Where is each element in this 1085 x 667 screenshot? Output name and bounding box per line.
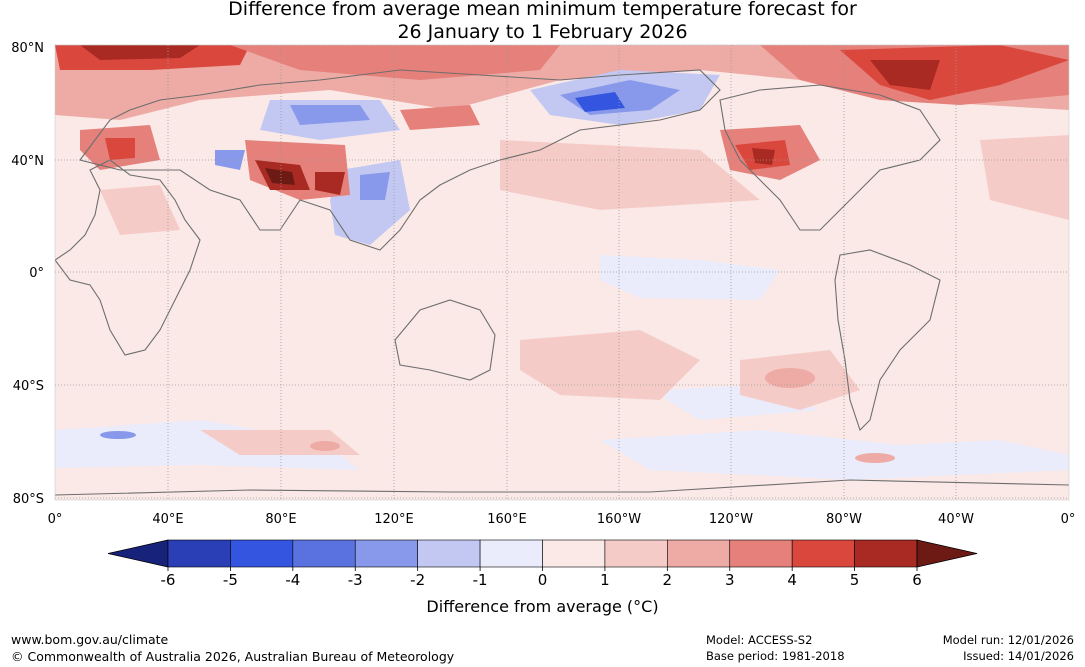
anomaly-patch-southern-ocean-blue-2 [600, 430, 1069, 480]
colorbar-segment [354, 539, 418, 568]
footer-base-period: Base period: 1981-2018 [706, 649, 845, 663]
colorbar-tick-label: 0 [538, 571, 548, 589]
footer-model-info: Model: ACCESS-S2 Base period: 1981-2018 [706, 632, 845, 664]
anomaly-spot-drake-warm [855, 453, 895, 463]
anomaly-patch-himalaya-core [265, 168, 295, 185]
lat-label: 80°S [13, 492, 44, 507]
colorbar-label: Difference from average (°C) [426, 597, 659, 616]
anomaly-patch-canada-arctic-core [870, 60, 940, 90]
lon-label: 120°W [709, 512, 753, 527]
colorbar-tick-label: 2 [663, 571, 673, 589]
colorbar-segment [417, 539, 481, 568]
colorbar-tick-label: 3 [725, 571, 735, 589]
colorbar-tick-label: -2 [410, 571, 425, 589]
footer-url: www.bom.gov.au/climate [11, 632, 169, 647]
colorbar-segment [791, 539, 855, 568]
colorbar-segment [604, 539, 668, 568]
lon-label: 40°W [938, 512, 974, 527]
colorbar-segment [729, 539, 793, 568]
coast-south-america [834, 249, 941, 432]
chart-title-line2: 26 January to 1 February 2026 [397, 21, 688, 43]
anomaly-patch-north-atlantic-red [980, 135, 1069, 220]
anomaly-patch-europe-warm-core [105, 138, 135, 160]
coast-eurasia [79, 69, 721, 251]
footer-dates: Model run: 12/01/2026 Issued: 14/01/2026 [943, 632, 1074, 664]
anomaly-patch-tibet-hot [315, 172, 345, 195]
anomaly-spot-southern-ocean-cold [100, 431, 136, 439]
anomaly-patch-central-asia-colder [290, 105, 370, 125]
anomaly-patch-northeast-asia-warm [400, 105, 480, 130]
colorbar-tick-label: -5 [223, 571, 238, 589]
lat-label: 40°S [13, 379, 44, 394]
anomaly-patch-west-north-america-core [752, 148, 775, 165]
footer-copyright: © Commonwealth of Australia 2026, Austra… [11, 649, 455, 664]
anomaly-patch-south-pacific-red [520, 330, 700, 400]
latitude-labels: 80°N 40°N 0° 40°S 80°S [11, 41, 44, 507]
anomaly-patch-east-siberia-core [575, 92, 625, 112]
lon-label: 0° [48, 512, 63, 527]
coastlines [55, 69, 1069, 496]
map-frame [54, 44, 1070, 501]
coast-africa [55, 159, 201, 356]
lon-label: 160°E [487, 512, 527, 527]
colorbar-segment [479, 539, 543, 568]
anomaly-patch-siberia-arctic [230, 45, 560, 80]
anomaly-patch-europe-arctic-core [80, 45, 200, 60]
coast-north-america [719, 84, 941, 231]
colorbar-segment [230, 539, 294, 568]
colorbar-tick-label: 5 [850, 571, 860, 589]
colorbar-segment [854, 539, 918, 568]
colorbar-tick-label: 4 [787, 571, 797, 589]
anomaly-patch-china-colder [360, 172, 390, 200]
footer-model: Model: ACCESS-S2 [706, 633, 813, 647]
anomaly-patch-china-cold [330, 160, 410, 245]
anomaly-patch-canada-arctic-warm [840, 45, 1069, 100]
colorbar-tick-label: 6 [912, 571, 922, 589]
anomaly-patch-equatorial-pacific-blue [600, 255, 780, 300]
colorbar-extend-high [916, 539, 978, 568]
lon-label: 0° [1061, 512, 1076, 527]
lat-label: 80°N [11, 41, 44, 56]
lat-label: 0° [29, 266, 44, 281]
lon-label: 40°E [152, 512, 183, 527]
colorbar-segment [292, 539, 356, 568]
coast-australia [394, 299, 496, 381]
anomaly-patch-north-pacific-red [500, 140, 760, 210]
colorbar-extend-low [107, 539, 169, 568]
colorbar-tick-label: -4 [285, 571, 300, 589]
colorbar-segment [667, 539, 731, 568]
lon-label: 160°W [597, 512, 641, 527]
lon-label: 80°W [826, 512, 862, 527]
anomaly-spot-south-pacific [765, 368, 815, 388]
colorbar-segment [167, 539, 231, 568]
lon-label: 80°E [265, 512, 296, 527]
lon-label: 120°E [374, 512, 414, 527]
lat-label: 40°N [11, 154, 44, 169]
colorbar-tick-label: -3 [348, 571, 363, 589]
anomaly-spot-indian-ocean-warm [310, 441, 340, 451]
footer-model-run: Model run: 12/01/2026 [942, 633, 1074, 647]
colorbar-segment [542, 539, 606, 568]
colorbar-tick-label: -1 [473, 571, 488, 589]
colorbar: -6 -5 -4 -3 -2 -1 0 1 2 3 4 5 6 [107, 539, 978, 589]
colorbar-tick-label: -6 [161, 571, 176, 589]
chart-title-line1: Difference from average mean minimum tem… [228, 0, 857, 20]
anomaly-patch-africa-red [100, 185, 180, 235]
footer-issued: Issued: 14/01/2026 [963, 649, 1074, 663]
footer-left: www.bom.gov.au/climate © Commonwealth of… [11, 631, 454, 665]
colorbar-tick-label: 1 [600, 571, 610, 589]
coast-antarctica [55, 479, 1069, 496]
anomaly-field [55, 45, 1069, 480]
longitude-labels: 0° 40°E 80°E 120°E 160°E 160°W 120°W 80°… [48, 512, 1076, 527]
